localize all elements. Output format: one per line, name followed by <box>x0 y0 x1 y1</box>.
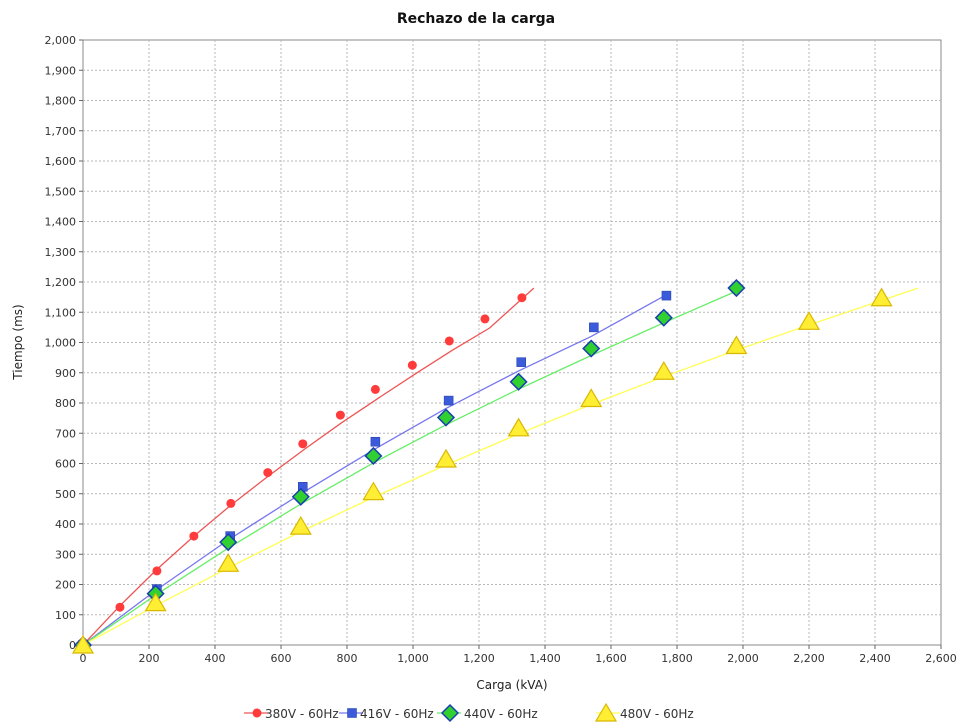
x-tick-label: 1,000 <box>397 652 429 665</box>
y-tick-label: 2,000 <box>45 34 77 47</box>
data-point <box>252 708 262 718</box>
x-tick-label: 2,200 <box>793 652 825 665</box>
data-point <box>652 361 675 380</box>
data-point <box>263 468 273 478</box>
data-point <box>291 487 310 506</box>
data-point <box>407 360 417 370</box>
data-point <box>217 553 240 572</box>
data-point <box>440 703 460 723</box>
data-point <box>298 439 308 449</box>
y-tick-label: 1,800 <box>45 95 77 108</box>
y-tick-label: 700 <box>55 427 76 440</box>
data-point <box>189 531 199 541</box>
data-point <box>870 287 893 307</box>
legend-label: 416V - 60Hz <box>360 707 434 721</box>
y-axis-label: Tiempo (ms) <box>11 304 25 380</box>
data-point <box>797 311 821 330</box>
chart-title: Rechazo de la carga <box>397 11 555 27</box>
legend-label: 480V - 60Hz <box>620 707 694 721</box>
gridlines <box>83 40 941 645</box>
y-tick-label: 1,600 <box>45 155 77 168</box>
y-axis-ticks: 0 100 200 300 400 500 600 700 800 900 1,000 1,100 1,… <box>45 34 83 652</box>
x-axis-ticks: 0 200 400 600 800 1,000 1,200 1,400 1,600 1,800 2,… <box>80 645 957 665</box>
x-tick-label: 1,200 <box>463 652 495 665</box>
data-point <box>589 322 599 333</box>
series-curve <box>82 289 740 646</box>
data-point <box>594 702 618 722</box>
data-point <box>347 708 357 718</box>
data-point <box>443 395 454 406</box>
x-tick-label: 600 <box>271 652 292 665</box>
y-tick-label: 1,100 <box>45 306 77 319</box>
x-tick-label: 2,000 <box>727 652 759 665</box>
y-tick-label: 1,300 <box>45 246 77 259</box>
data-point <box>517 293 527 303</box>
data-point <box>370 384 380 394</box>
legend-label: 380V - 60Hz <box>265 707 339 721</box>
data-markers <box>71 278 893 655</box>
data-point <box>580 388 603 408</box>
data-point <box>654 308 673 327</box>
x-tick-label: 0 <box>80 652 87 665</box>
x-tick-label: 2,400 <box>859 652 891 665</box>
y-tick-label: 300 <box>55 548 76 561</box>
data-point <box>289 515 312 535</box>
y-tick-label: 1,500 <box>45 185 77 198</box>
y-tick-label: 1,200 <box>45 276 77 289</box>
legend: 380V - 60Hz 416V - 60Hz 440V - 60Hz 480V - … <box>244 702 694 723</box>
data-point <box>364 446 383 465</box>
x-tick-label: 1,400 <box>529 652 561 665</box>
data-point <box>725 335 748 355</box>
x-tick-label: 800 <box>337 652 358 665</box>
y-tick-label: 500 <box>55 488 76 501</box>
data-point <box>226 498 236 508</box>
data-point <box>480 314 490 324</box>
data-point <box>362 481 385 501</box>
x-axis-label: Carga (kVA) <box>476 678 547 692</box>
x-tick-label: 1,600 <box>595 652 627 665</box>
x-tick-label: 2,600 <box>925 652 957 665</box>
data-point <box>115 602 125 612</box>
y-tick-label: 0 <box>69 639 76 652</box>
data-point <box>219 533 238 552</box>
data-point <box>335 410 345 420</box>
data-point <box>582 339 601 358</box>
y-tick-label: 1,700 <box>45 125 77 138</box>
y-tick-label: 800 <box>55 397 76 410</box>
y-tick-label: 1,900 <box>45 64 77 77</box>
data-point <box>509 372 528 391</box>
y-tick-label: 900 <box>55 367 76 380</box>
x-tick-label: 400 <box>205 652 226 665</box>
y-tick-label: 400 <box>55 518 76 531</box>
data-point <box>152 566 162 576</box>
data-point <box>370 436 381 447</box>
y-tick-label: 1,000 <box>45 337 77 350</box>
x-tick-label: 200 <box>139 652 160 665</box>
data-point <box>516 357 526 367</box>
data-point <box>444 336 454 346</box>
x-tick-label: 1,800 <box>661 652 693 665</box>
y-tick-label: 100 <box>55 609 76 622</box>
data-point <box>661 290 672 301</box>
data-point <box>507 417 530 437</box>
series-curve <box>82 287 919 646</box>
data-point <box>71 634 95 654</box>
data-point <box>434 448 458 468</box>
data-point <box>144 592 167 612</box>
y-tick-label: 600 <box>55 458 76 471</box>
y-tick-label: 1,400 <box>45 216 77 229</box>
data-point <box>436 408 456 427</box>
data-point <box>727 278 746 298</box>
legend-label: 440V - 60Hz <box>464 707 538 721</box>
y-tick-label: 200 <box>55 579 76 592</box>
